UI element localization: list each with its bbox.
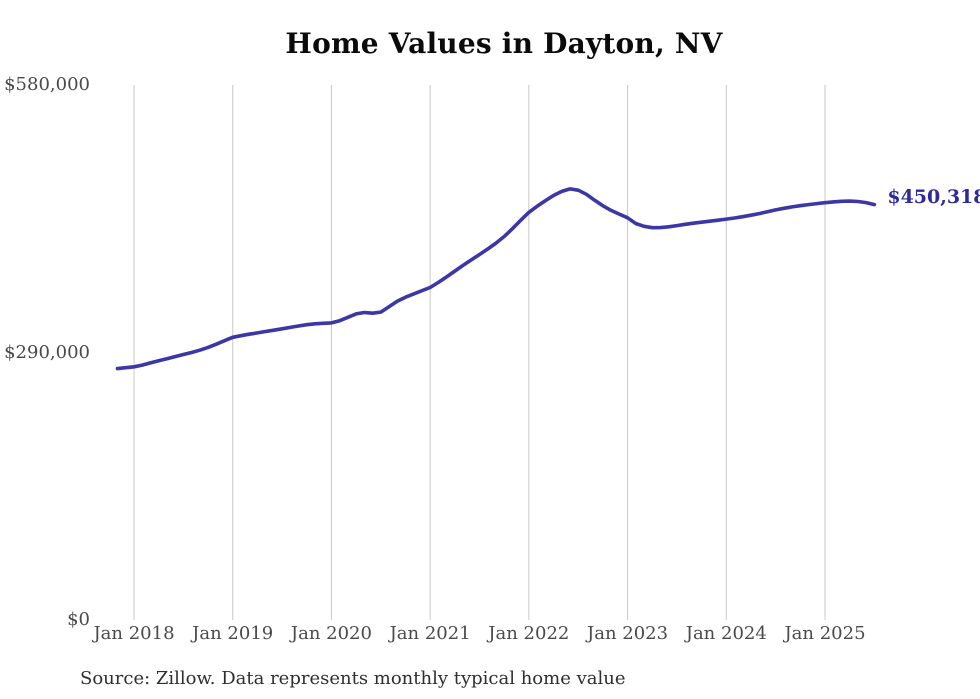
x-tick-label: Jan 2024 <box>685 623 767 644</box>
x-tick-label: Jan 2021 <box>389 623 471 644</box>
y-tick-label: $290,000 <box>4 341 90 363</box>
x-tick-label: Jan 2020 <box>290 623 372 644</box>
home-values-line <box>115 187 877 371</box>
latest-value-label: $450,318 <box>887 185 980 208</box>
x-tick-label: Jan 2018 <box>93 623 175 644</box>
y-tick-label: $580,000 <box>4 74 90 95</box>
chart-title: Home Values in Dayton, NV <box>285 27 723 60</box>
source-note: Source: Zillow. Data represents monthly … <box>80 668 626 689</box>
x-tick-label: Jan 2019 <box>192 623 274 644</box>
y-tick-label: $0 <box>67 609 90 630</box>
x-tick-label: Jan 2025 <box>784 623 866 644</box>
x-tick-label: Jan 2022 <box>488 623 570 644</box>
x-tick-label: Jan 2023 <box>587 623 669 644</box>
